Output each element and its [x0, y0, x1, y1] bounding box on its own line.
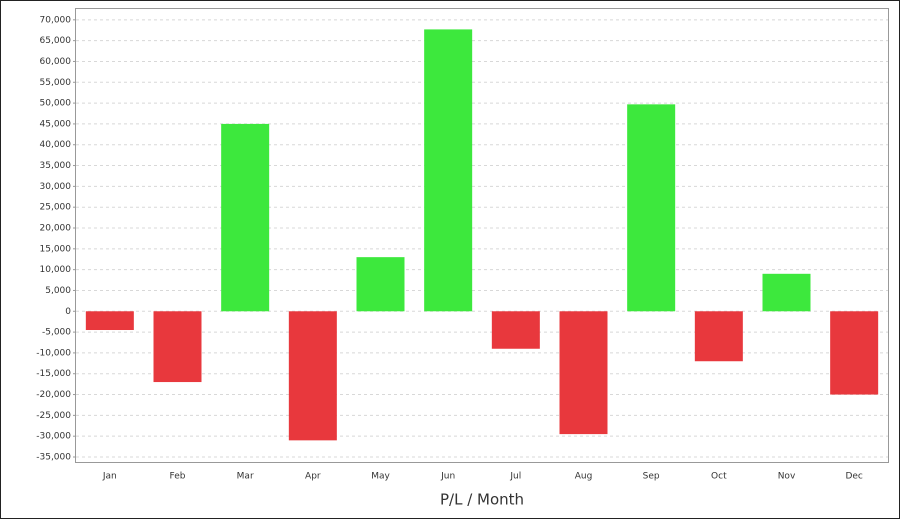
y-tick-label: 15,000 — [40, 244, 72, 254]
y-tick-label: 35,000 — [40, 161, 72, 171]
x-tick-label: Mar — [237, 472, 254, 482]
bar — [288, 311, 337, 441]
bar — [627, 104, 676, 312]
y-tick-label: 40,000 — [40, 140, 72, 150]
x-tick-label: Nov — [778, 472, 796, 482]
y-tick-label: 30,000 — [40, 182, 72, 192]
x-tick-label: Feb — [170, 472, 186, 482]
bar — [153, 311, 202, 383]
y-tick-label: 20,000 — [40, 224, 72, 234]
y-tick-label: -5,000 — [42, 328, 71, 338]
y-tick-label: 45,000 — [40, 119, 72, 129]
x-tick-label: May — [371, 472, 390, 482]
y-tick-label: -25,000 — [36, 411, 71, 421]
x-tick-label: Dec — [845, 472, 862, 482]
bar — [491, 311, 540, 349]
y-tick-label: -30,000 — [36, 432, 71, 442]
y-tick-label: 60,000 — [40, 57, 72, 67]
y-tick-label: -20,000 — [36, 390, 71, 400]
bar — [221, 123, 270, 312]
y-tick-label: 70,000 — [40, 15, 72, 25]
y-tick-label: 50,000 — [40, 99, 72, 109]
y-tick-label: -15,000 — [36, 369, 71, 379]
x-tick-label: Jan — [102, 472, 117, 482]
y-tick-label: -35,000 — [36, 453, 71, 463]
x-tick-label: Aug — [575, 472, 593, 482]
bar — [830, 311, 879, 395]
bar — [356, 257, 405, 312]
x-tick-label: Apr — [305, 472, 321, 482]
x-axis-label: P/L / Month — [440, 491, 524, 509]
y-tick-label: 55,000 — [40, 78, 72, 88]
x-tick-label: Jun — [440, 472, 455, 482]
y-tick-label: 25,000 — [40, 203, 72, 213]
y-tick-label: -10,000 — [36, 348, 71, 358]
bar — [85, 311, 134, 331]
y-tick-label: 0 — [65, 307, 71, 317]
y-tick-label: 10,000 — [40, 265, 72, 275]
bar — [694, 311, 743, 362]
bar — [559, 311, 608, 435]
bar — [424, 29, 473, 312]
x-tick-label: Oct — [711, 472, 727, 482]
plot-area — [75, 8, 889, 463]
y-tick-label: 65,000 — [40, 36, 72, 46]
y-tick-label: 5,000 — [45, 286, 71, 296]
x-tick-label: Sep — [643, 472, 660, 482]
bar — [762, 273, 811, 312]
x-tick-label: Jul — [509, 472, 521, 482]
